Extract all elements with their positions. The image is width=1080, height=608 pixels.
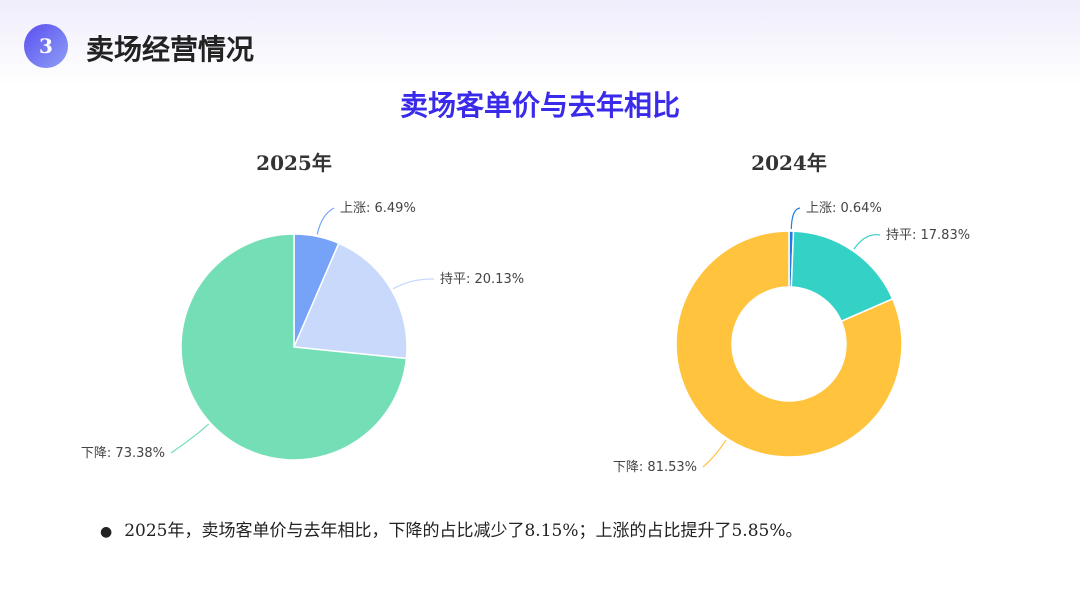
label-leader-line: [790, 207, 801, 230]
pie-slice-下降: [180, 233, 408, 461]
slice-label: 持平: 17.83%: [886, 228, 970, 243]
label-leader-line: [853, 234, 881, 250]
slice-label: 下降: 73.38%: [81, 446, 165, 461]
section-title: 卖场经营情况: [86, 33, 255, 66]
label-leader-line: [170, 423, 210, 454]
summary-note: 2025年，卖场客单价与去年相比，下降的占比减少了8.15%；上涨的占比提升了5…: [100, 516, 802, 541]
pie-title: 2025年: [256, 151, 332, 175]
pie-slice-下降: [675, 230, 903, 458]
slice-label: 下降: 81.53%: [613, 460, 697, 475]
section-number-badge: 3: [24, 24, 68, 68]
chart-title: 卖场客单价与去年相比: [399, 89, 680, 122]
label-leader-line: [702, 439, 727, 468]
pie-title: 2024年: [751, 151, 827, 175]
label-leader-line: [316, 207, 335, 235]
slice-label: 持平: 20.13%: [440, 272, 524, 287]
slice-label: 上涨: 6.49%: [340, 201, 416, 216]
slice-label: 上涨: 0.64%: [806, 201, 882, 216]
label-leader-line: [392, 278, 435, 290]
pie-slice-持平: [292, 242, 408, 360]
